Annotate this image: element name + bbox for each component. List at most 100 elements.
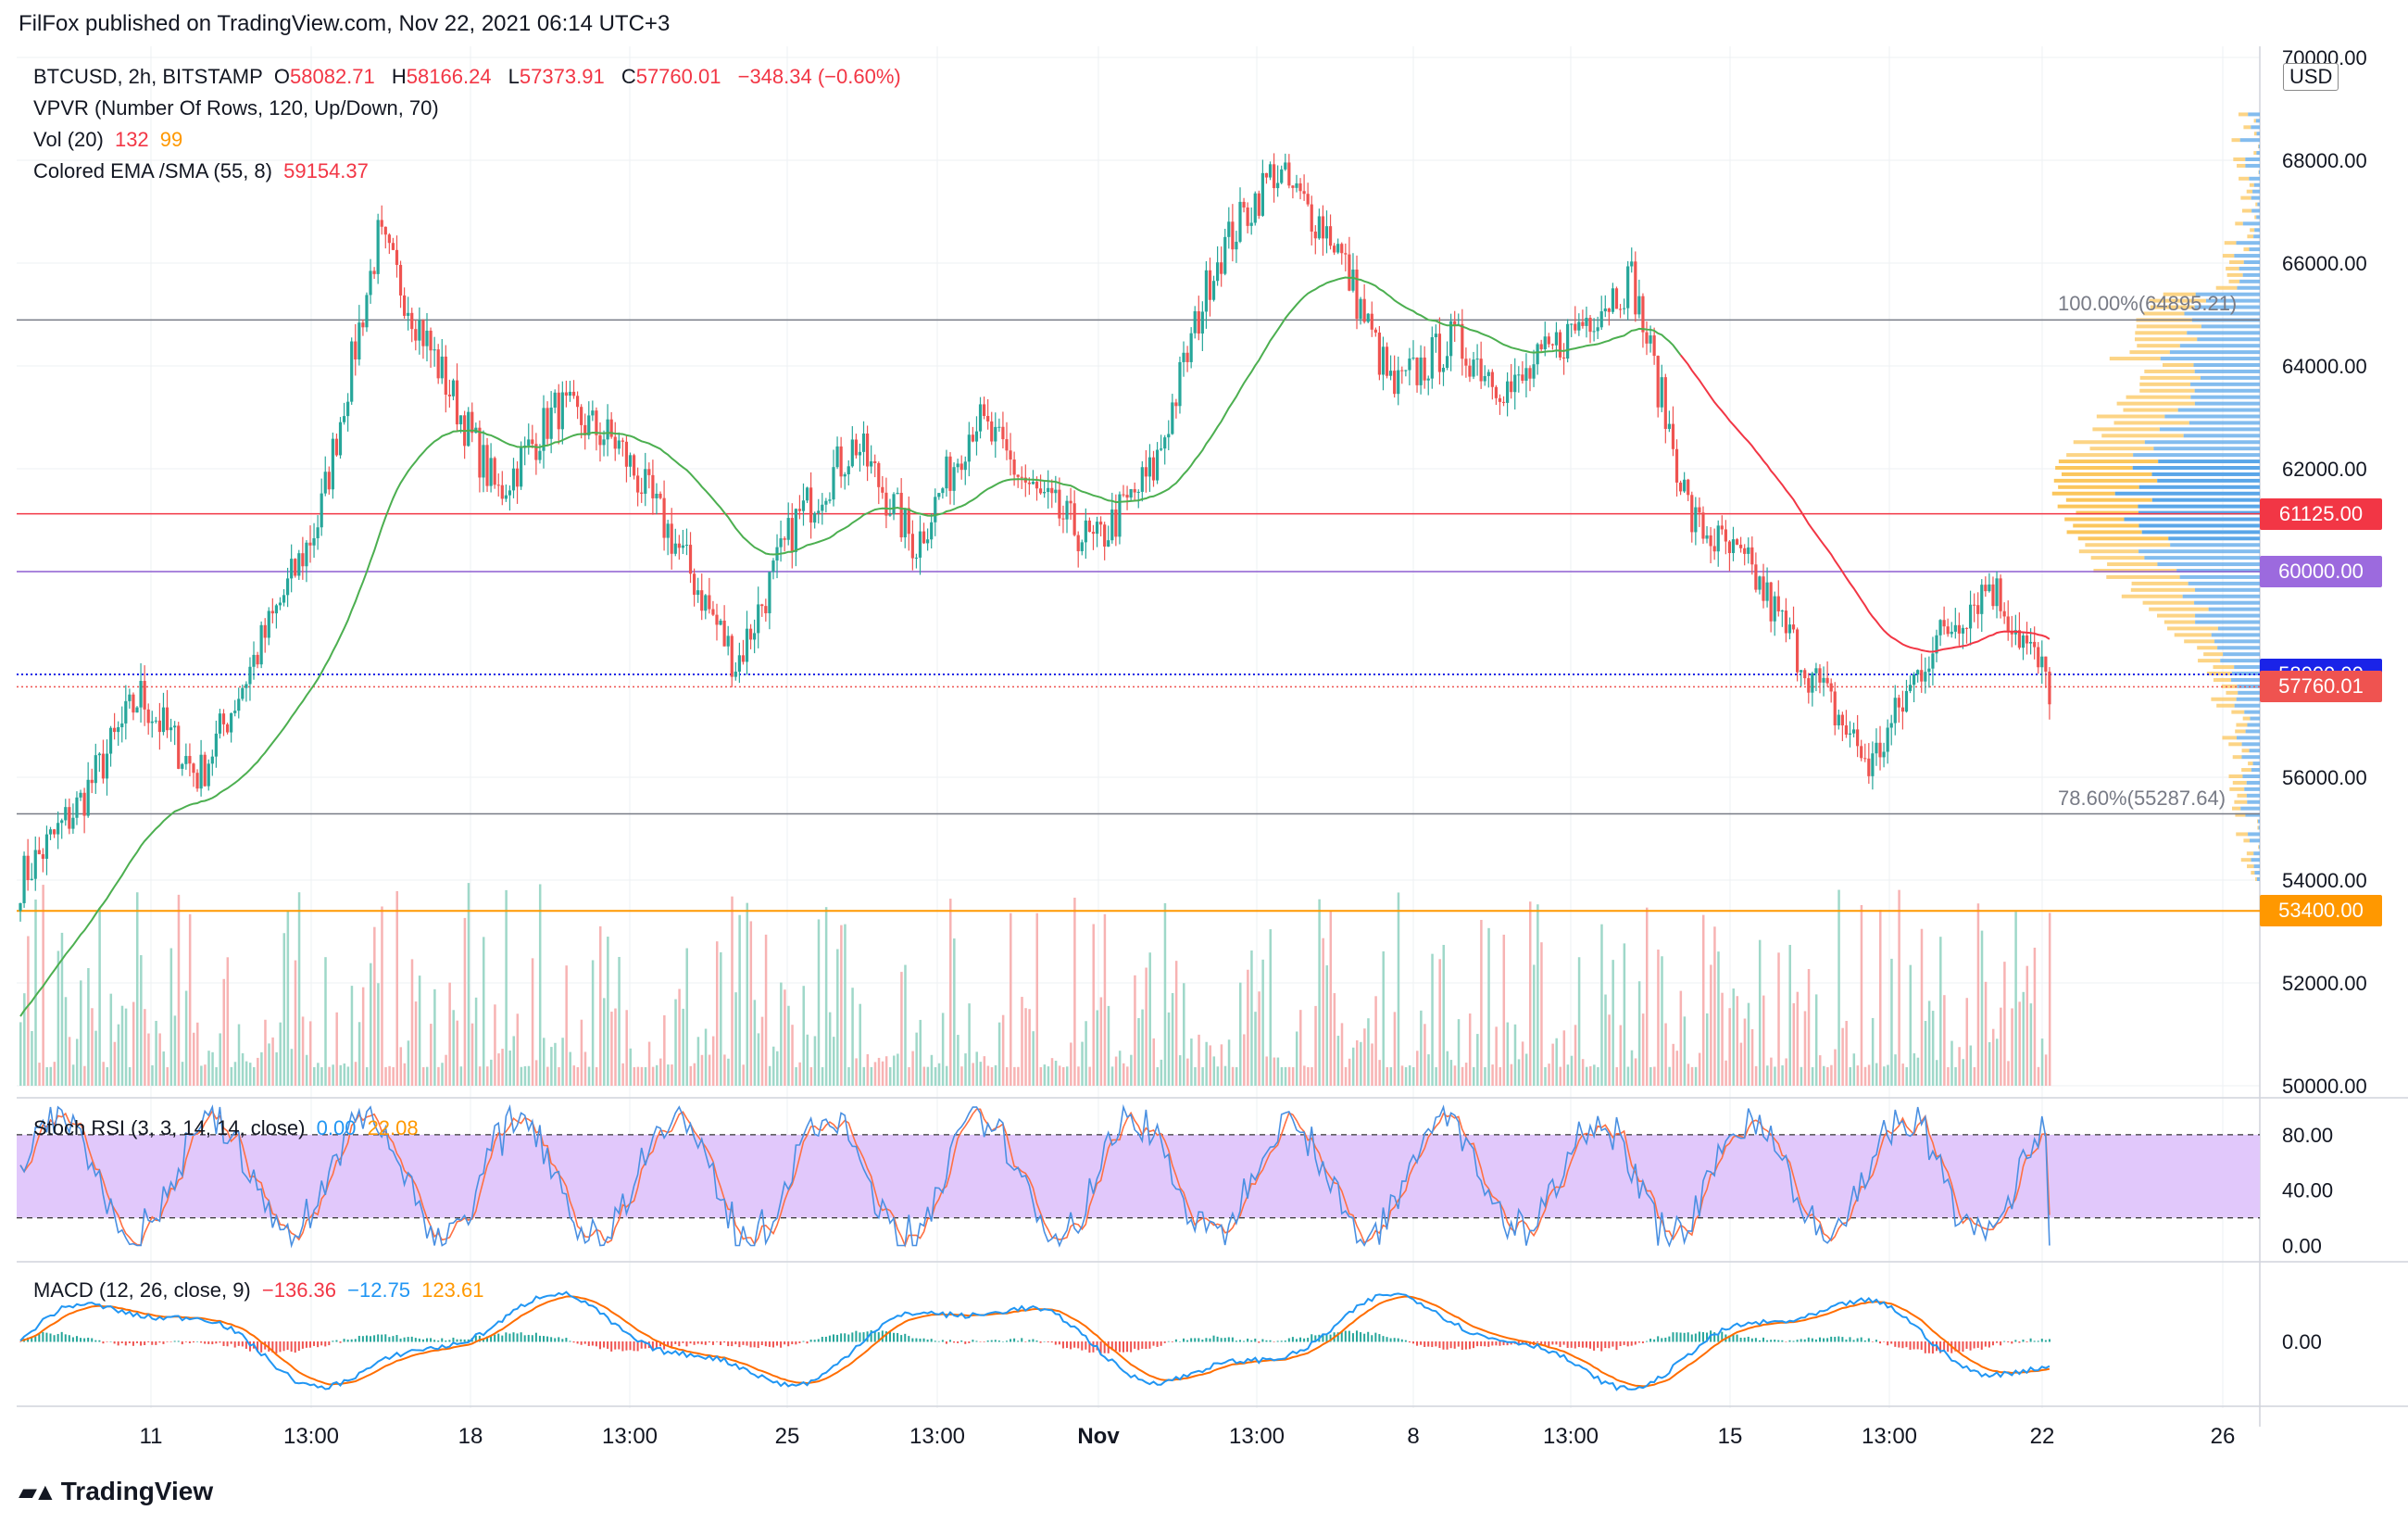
macd-hist-bar: [1468, 1341, 1471, 1350]
macd-hist-bar: [1758, 1340, 1761, 1342]
x-tick-label: 13:00: [602, 1424, 658, 1449]
vpvr-down-bar: [2257, 819, 2259, 824]
candle-body: [1174, 402, 1178, 407]
macd-hist-bar: [1299, 1337, 1302, 1342]
macd-hist-bar: [1721, 1331, 1724, 1342]
volume-bar: [64, 997, 68, 1086]
macd-hist-bar: [689, 1341, 692, 1344]
vpvr-down-bar: [2058, 485, 2139, 489]
volume-bar: [324, 957, 327, 1086]
macd-hist-bar: [1487, 1341, 1490, 1347]
macd-hist-bar: [651, 1341, 654, 1352]
macd-hist-bar: [207, 1341, 210, 1344]
x-tick-label: 22: [2030, 1424, 2055, 1449]
candle-body: [161, 707, 166, 733]
vpvr-up-bar: [2255, 119, 2260, 123]
candle-body: [1408, 359, 1411, 371]
macd-hist-bar: [1743, 1337, 1746, 1342]
candle-body: [994, 426, 997, 442]
volume-bar: [1269, 929, 1273, 1086]
candle-body: [467, 411, 470, 447]
macd-line: −12.75: [347, 1278, 411, 1302]
candle-body: [1260, 172, 1264, 216]
volume-bar: [1411, 1066, 1415, 1086]
candle-body: [270, 610, 274, 614]
candle-body: [64, 807, 68, 821]
candle-body: [1908, 685, 1913, 691]
vpvr-down-bar: [2076, 510, 2138, 515]
macd-hist-bar: [1774, 1340, 1776, 1342]
vpvr-up-bar: [2144, 440, 2260, 445]
candle-body: [192, 763, 195, 774]
candle-body: [1735, 539, 1739, 545]
candle-body: [1652, 335, 1656, 357]
candle-body: [1577, 321, 1581, 331]
macd-hist-bar: [392, 1336, 395, 1342]
candle-body: [2006, 616, 2010, 632]
volume-bar: [1261, 959, 1264, 1086]
candle-body: [1035, 482, 1039, 489]
candle-body: [1125, 495, 1129, 498]
macd-hist-bar: [1017, 1340, 1020, 1342]
macd-hist-bar: [1201, 1339, 1204, 1342]
candle-body: [948, 456, 952, 491]
candle-body: [154, 720, 157, 722]
volume-bar: [957, 1035, 959, 1086]
macd-hist-bar: [960, 1340, 963, 1342]
candle-body: [44, 834, 49, 860]
candle-body: [346, 401, 350, 417]
candle-body: [478, 427, 482, 478]
macd-hist-bar: [784, 1341, 786, 1345]
candle-body: [1449, 321, 1453, 357]
vpvr-up-bar: [2246, 793, 2260, 798]
vpvr-down-bar: [2231, 710, 2245, 714]
volume-bar: [986, 1065, 990, 1086]
volume-bar: [177, 894, 181, 1086]
candle-body: [1953, 624, 1957, 632]
macd-hist-bar: [580, 1341, 583, 1345]
macd-hist-bar: [1212, 1335, 1215, 1342]
candle-body: [624, 441, 629, 467]
volume-bar: [565, 965, 568, 1086]
candle-body: [1701, 512, 1705, 539]
candle-body: [1739, 544, 1743, 548]
vpvr-down-bar: [2197, 646, 2218, 650]
candle-body: [591, 410, 595, 416]
candle-body: [1302, 191, 1306, 195]
candle-body: [1550, 344, 1554, 346]
volume-bar: [791, 1025, 794, 1086]
volume-bar: [523, 1065, 527, 1086]
volume-bar: [1739, 1042, 1743, 1086]
tradingview-logo[interactable]: ▰▲ TradingView: [19, 1477, 213, 1506]
vpvr-up-bar: [2187, 331, 2260, 335]
currency-button[interactable]: USD: [2283, 63, 2339, 91]
macd-hist-bar: [1265, 1340, 1268, 1342]
volume-bar: [1528, 901, 1532, 1086]
volume-bar: [433, 988, 436, 1086]
macd-hist-bar: [572, 1341, 575, 1343]
candle-body: [986, 415, 990, 422]
volume-bar: [851, 988, 854, 1086]
macd-hist-bar: [68, 1335, 70, 1342]
vpvr-down-bar: [2092, 427, 2160, 432]
y-tick-label: 64000.00: [2282, 355, 2367, 378]
volume-bar: [1024, 1008, 1027, 1086]
macd-hist-bar: [426, 1338, 428, 1342]
volume-bar: [1473, 1066, 1475, 1086]
candle-body: [1984, 585, 1988, 592]
candle-body: [1656, 356, 1660, 408]
macd-hist-bar: [531, 1335, 533, 1342]
candle-body: [1807, 678, 1811, 693]
volume-bar: [1484, 1066, 1486, 1086]
volume-bar: [1687, 1064, 1690, 1086]
candle-body: [1381, 346, 1386, 375]
volume-bar: [1612, 960, 1614, 1086]
macd-hist-bar: [583, 1341, 586, 1344]
macd-hist-bar: [241, 1341, 244, 1347]
volume-bar: [720, 951, 722, 1086]
macd-hist-bar: [1653, 1339, 1656, 1342]
volume-bar: [603, 998, 606, 1086]
candle-body: [832, 467, 835, 500]
candle-body: [753, 633, 757, 640]
